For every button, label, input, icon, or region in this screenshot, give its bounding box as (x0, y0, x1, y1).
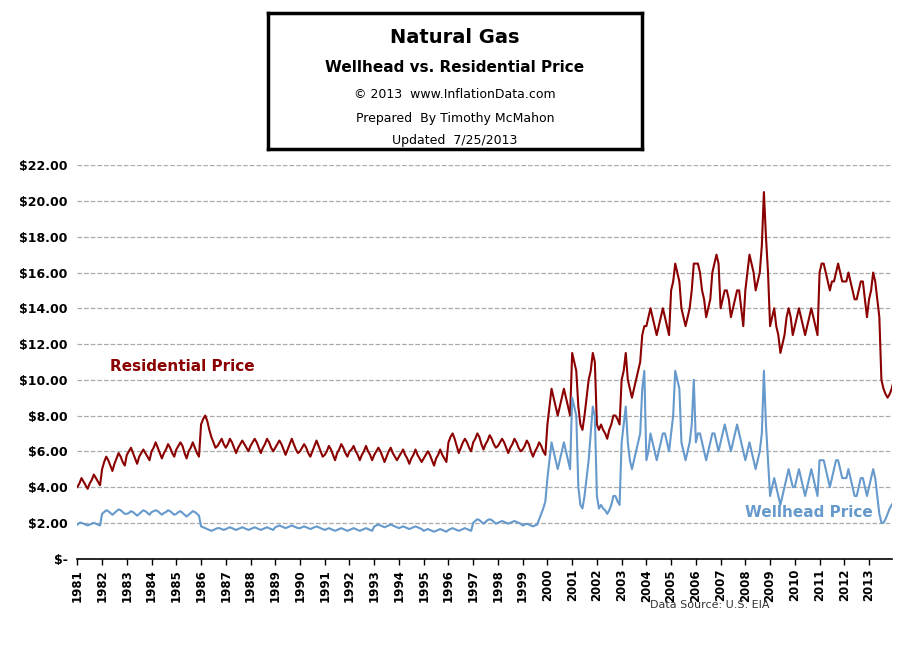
Text: Wellhead vs. Residential Price: Wellhead vs. Residential Price (326, 60, 584, 75)
Text: Updated  7/25/2013: Updated 7/25/2013 (392, 134, 518, 147)
Text: Natural Gas: Natural Gas (390, 28, 520, 47)
Text: Prepared  By Timothy McMahon: Prepared By Timothy McMahon (356, 112, 554, 126)
Text: Data Source: U.S. EIA: Data Source: U.S. EIA (650, 600, 770, 610)
Text: Wellhead Price: Wellhead Price (745, 506, 873, 520)
Text: © 2013  www.InflationData.com: © 2013 www.InflationData.com (354, 88, 556, 101)
Text: Residential Price: Residential Price (109, 359, 254, 374)
